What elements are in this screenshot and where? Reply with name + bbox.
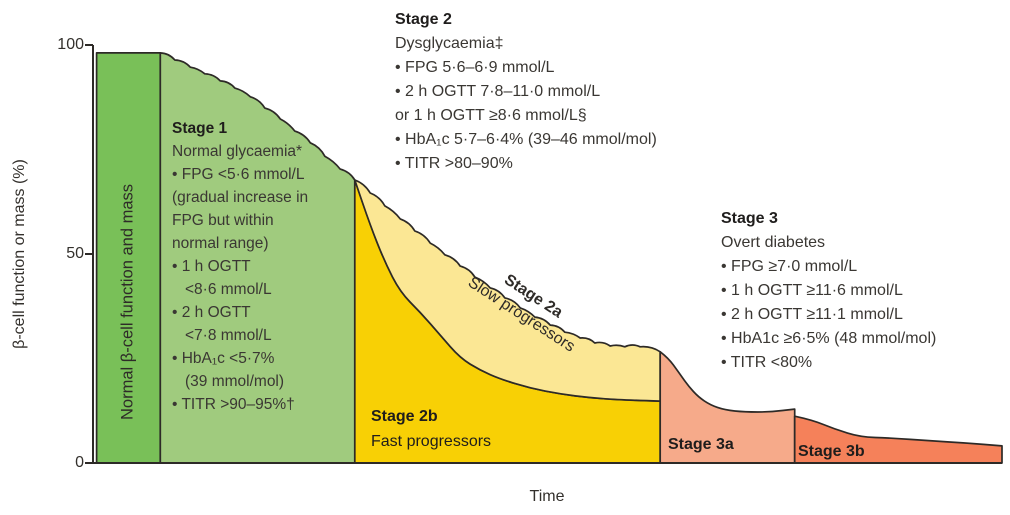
- region-stage2a-area: [353, 179, 662, 402]
- stage2-line: Dysglycaemia‡: [395, 35, 504, 52]
- stage3-line: • TITR <80%: [721, 354, 813, 371]
- stage2-line: or 1 h OGTT ≥8·6 mmol/L§: [395, 107, 587, 124]
- stage1-annotation: Stage 1 Normal glycaemia* • FPG <5·6 mmol…: [172, 117, 367, 416]
- stage2b-title: Stage 2b: [371, 408, 438, 425]
- y-tick-label-50: 50: [66, 245, 84, 262]
- stage1-line: Normal glycaemia*: [172, 143, 303, 160]
- stage1-line: FPG but within: [172, 212, 274, 229]
- stage1-lines: Normal glycaemia* • FPG <5·6 mmol/L (gradu…: [172, 140, 367, 416]
- stage1-line: <8·6 mmol/L: [185, 281, 272, 298]
- y-tick-label-0: 0: [75, 454, 84, 471]
- stage3-line: • FPG ≥7·0 mmol/L: [721, 258, 858, 275]
- stage1-line: • 2 h OGTT: [172, 304, 251, 321]
- stage2-lines: Dysglycaemia‡ • FPG 5·6–6·9 mmol/L • 2 h O…: [395, 32, 735, 176]
- region-stage1-area: [159, 52, 356, 464]
- stage1-line: • FPG <5·6 mmol/L: [172, 166, 305, 183]
- stage1-line: <7·8 mmol/L: [185, 327, 272, 344]
- stage3-line: • HbA1c ≥6·5% (48 mmol/mol): [721, 330, 937, 347]
- stage1-line: normal range): [172, 235, 269, 252]
- stage3b-area-label: Stage 3b: [798, 439, 865, 464]
- stage2-line: • 2 h OGTT 7·8–11·0 mmol/L: [395, 83, 601, 100]
- stage2b-area-label: Stage 2b Fast progressors: [371, 404, 491, 454]
- stage3a-title: Stage 3a: [668, 436, 734, 453]
- stage3a-area-label: Stage 3a: [668, 432, 734, 457]
- stage1-line: (39 mmol/mol): [185, 373, 285, 390]
- stage2b-subtitle: Fast progressors: [371, 433, 492, 450]
- stage1-title: Stage 1: [172, 120, 228, 137]
- stage3-line: • 1 h OGTT ≥11·6 mmol/L: [721, 282, 903, 299]
- x-axis-label: Time: [529, 488, 565, 505]
- stage1-line: • 1 h OGTT: [172, 258, 251, 275]
- stage1-line: • TITR >90–95%†: [172, 396, 295, 413]
- stage3-line: • 2 h OGTT ≥11·1 mmol/L: [721, 306, 903, 323]
- normal-column-label: Normal β-cell function and mass: [118, 184, 137, 420]
- stage2-line: • HbA₁c 5·7–6·4% (39–46 mmol/mol): [395, 131, 657, 148]
- region-stage3a-area: [659, 350, 796, 464]
- stage2-title: Stage 2: [395, 11, 452, 28]
- stage1-line: • HbA₁c <5·7%: [172, 350, 275, 367]
- region-stage3b-area: [793, 415, 1003, 464]
- stage3-title: Stage 3: [721, 210, 778, 227]
- stage2-line: • FPG 5·6–6·9 mmol/L: [395, 59, 555, 76]
- stage2-line: • TITR >80–90%: [395, 155, 513, 172]
- stage3-line: Overt diabetes: [721, 234, 826, 251]
- stage3b-title: Stage 3b: [798, 443, 865, 460]
- stage1-line: (gradual increase in: [172, 189, 309, 206]
- y-tick-label-100: 100: [57, 36, 84, 53]
- y-axis-label: β-cell function or mass (%): [11, 159, 28, 349]
- stage2-annotation: Stage 2 Dysglycaemia‡ • FPG 5·6–6·9 mmol/…: [395, 8, 735, 176]
- stage3-lines: Overt diabetes • FPG ≥7·0 mmol/L • 1 h OGT…: [721, 231, 1010, 375]
- stage3-annotation: Stage 3 Overt diabetes • FPG ≥7·0 mmol/L •…: [721, 207, 1010, 375]
